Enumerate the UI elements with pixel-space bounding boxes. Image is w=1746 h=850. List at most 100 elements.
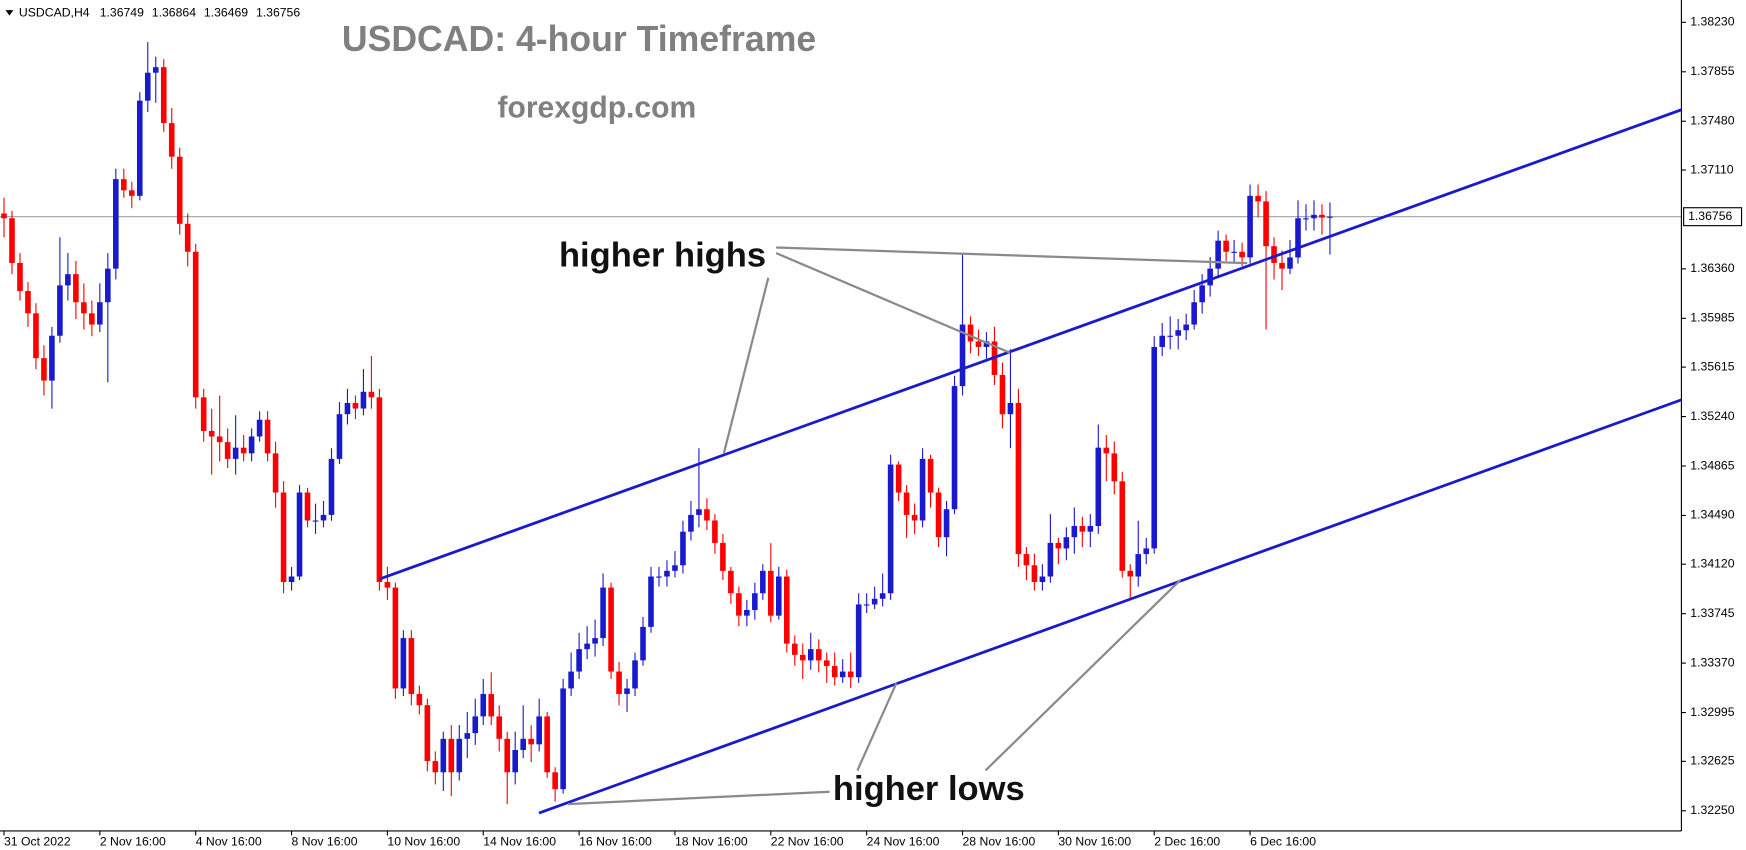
candle-body xyxy=(376,397,383,583)
candle-body xyxy=(879,593,886,599)
x-tick-label: 24 Nov 16:00 xyxy=(867,834,940,848)
y-tick-label: 1.36360 xyxy=(1690,261,1734,275)
candle-body xyxy=(799,654,806,661)
candle-body xyxy=(1007,402,1014,415)
y-tick-label: 1.34120 xyxy=(1690,556,1734,570)
candle-body xyxy=(552,772,558,790)
x-tick-label: 2 Dec 16:00 xyxy=(1154,834,1220,848)
candle-body xyxy=(232,447,239,459)
candle-body xyxy=(1207,268,1213,286)
candle-body xyxy=(464,733,471,739)
candle-body xyxy=(312,520,319,522)
candle-body xyxy=(576,649,582,672)
candle-body xyxy=(432,761,439,773)
candle-body xyxy=(272,453,279,493)
candle-body xyxy=(1199,285,1205,303)
y-tick-label: 1.32995 xyxy=(1690,705,1734,719)
header-close: 1.36756 xyxy=(256,6,300,20)
candle-body xyxy=(608,587,614,672)
x-tick-label: 22 Nov 16:00 xyxy=(771,834,844,848)
candle-body xyxy=(1279,262,1285,269)
candle-body xyxy=(560,688,566,790)
candle-body xyxy=(616,671,622,694)
candle-body xyxy=(1135,554,1142,577)
symbol: USDCAD,H4 xyxy=(19,6,90,20)
pointer-line xyxy=(776,246,1248,265)
candle-body xyxy=(783,576,790,644)
x-tick-label: 31 Oct 2022 xyxy=(4,834,71,848)
y-tick-label: 1.35985 xyxy=(1690,311,1734,325)
candle-body xyxy=(1247,195,1253,258)
candle-body xyxy=(73,274,79,303)
y-tick-label: 1.33745 xyxy=(1690,606,1734,620)
candle-body xyxy=(408,638,415,694)
symbol-header: USDCAD,H4 1.36749 1.36864 1.36469 1.3675… xyxy=(19,6,300,20)
candle-body xyxy=(1311,214,1317,219)
candle-body xyxy=(1143,548,1150,555)
candle-body xyxy=(736,593,742,616)
candle-body xyxy=(544,716,550,773)
candle-body xyxy=(919,458,926,521)
x-tick-label: 10 Nov 16:00 xyxy=(387,834,460,848)
candle-body xyxy=(744,609,750,616)
candle-body xyxy=(352,402,359,409)
candle-body xyxy=(264,419,271,454)
candle-body xyxy=(1023,554,1030,566)
candle-body xyxy=(176,156,183,224)
candle-body xyxy=(592,638,598,644)
pointer-line xyxy=(567,790,830,806)
y-tick-label: 1.37110 xyxy=(1690,162,1733,176)
candle-body xyxy=(1055,542,1062,549)
candle-body xyxy=(640,626,646,661)
candle-body xyxy=(791,643,798,655)
candle-body xyxy=(288,576,295,583)
candle-body xyxy=(1255,195,1261,202)
candle-body xyxy=(320,514,327,521)
candle-body xyxy=(280,492,287,583)
candle-body xyxy=(903,492,910,515)
candle-body xyxy=(57,285,63,336)
candle-body xyxy=(768,570,774,616)
candle-body xyxy=(951,386,958,510)
x-tick-label: 30 Nov 16:00 xyxy=(1058,834,1131,848)
x-tick-label: 8 Nov 16:00 xyxy=(292,834,358,848)
candle-body xyxy=(328,458,335,515)
candle-body xyxy=(113,179,119,269)
pointer-line xyxy=(856,682,898,771)
candle-body xyxy=(200,397,207,431)
candle-body xyxy=(1263,201,1269,247)
candle-body xyxy=(815,649,822,661)
candle-body xyxy=(776,576,782,616)
candle-body xyxy=(728,570,734,594)
candle-body xyxy=(65,274,71,286)
menu-arrow[interactable] xyxy=(5,10,14,16)
x-tick-label: 6 Dec 16:00 xyxy=(1250,834,1316,848)
y-tick-label: 1.32250 xyxy=(1690,803,1734,817)
candle-body xyxy=(1303,218,1309,220)
candle-body xyxy=(696,509,702,515)
candle-body xyxy=(1151,346,1158,549)
candle-body xyxy=(9,218,15,263)
candle-body xyxy=(296,492,303,577)
header-high: 1.36864 xyxy=(152,6,196,20)
candle-body xyxy=(105,268,111,303)
chart-title: USDCAD: 4-hour Timeframe xyxy=(342,19,816,59)
candle-body xyxy=(81,302,87,314)
candle-body xyxy=(967,324,974,342)
candle-body xyxy=(1047,542,1054,577)
candle-body xyxy=(480,693,487,717)
candle-body xyxy=(648,576,654,627)
drawings xyxy=(379,108,1682,815)
candle-body xyxy=(1039,576,1046,583)
candle-body xyxy=(448,738,455,773)
candle-body xyxy=(1095,447,1102,526)
y-tick-label: 1.32625 xyxy=(1690,754,1734,768)
candle-body xyxy=(512,750,519,773)
y-tick-label: 1.37855 xyxy=(1690,64,1734,78)
candle-body xyxy=(1031,565,1038,583)
x-tick-label: 2 Nov 16:00 xyxy=(100,834,166,848)
candle-body xyxy=(1079,525,1086,532)
candle-body xyxy=(1287,257,1293,269)
header-open: 1.36749 xyxy=(100,6,144,20)
